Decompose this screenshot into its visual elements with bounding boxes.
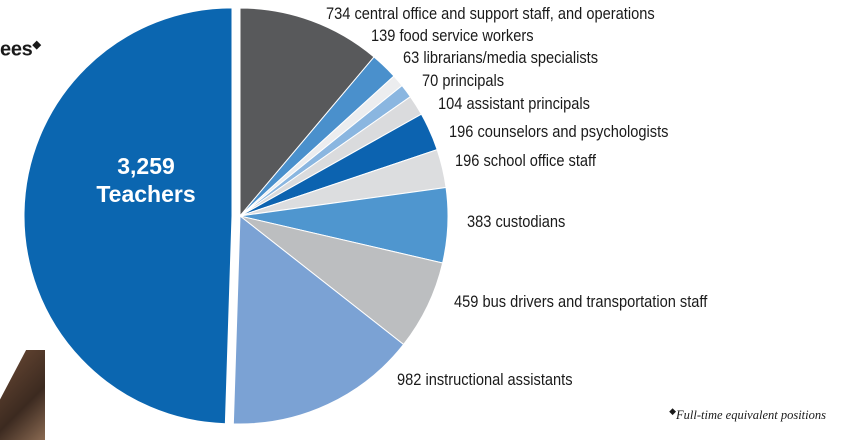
- slice-label-librarians: 63 librarians/media specialists: [403, 48, 599, 67]
- footnote-text: Full-time equivalent positions: [676, 408, 826, 423]
- slice-label-school-office: 196 school office staff: [455, 151, 596, 170]
- footnote-marker: ◆: [669, 406, 677, 416]
- slice-label-custodians: 383 custodians: [467, 212, 566, 231]
- footnote: ◆Full-time equivalent positions: [669, 406, 826, 423]
- teachers-value: 3,259: [117, 153, 175, 179]
- slice-label-central-office: 734 central office and support staff, an…: [326, 4, 655, 23]
- slice-label-instructional-assistants: 982 instructional assistants: [397, 370, 573, 389]
- teachers-label: 3,259 Teachers: [86, 152, 206, 208]
- title-text: ees: [0, 38, 33, 61]
- pie-slice-instructional-assistants: [232, 214, 405, 425]
- slice-label-bus-drivers: 459 bus drivers and transportation staff: [454, 292, 708, 311]
- pie-slice-central-office-and-support-staff-and-operations: [239, 7, 375, 218]
- slice-label-principals: 70 principals: [422, 71, 505, 90]
- chart-title-fragment: ees◆: [0, 38, 41, 62]
- slice-label-food-service: 139 food service workers: [371, 26, 534, 45]
- slice-label-counselors: 196 counselors and psychologists: [449, 122, 669, 141]
- slice-label-assistant-principals: 104 assistant principals: [438, 94, 590, 113]
- pie-slice-teachers: [23, 7, 233, 425]
- title-marker: ◆: [32, 39, 41, 51]
- teachers-text: Teachers: [96, 181, 196, 207]
